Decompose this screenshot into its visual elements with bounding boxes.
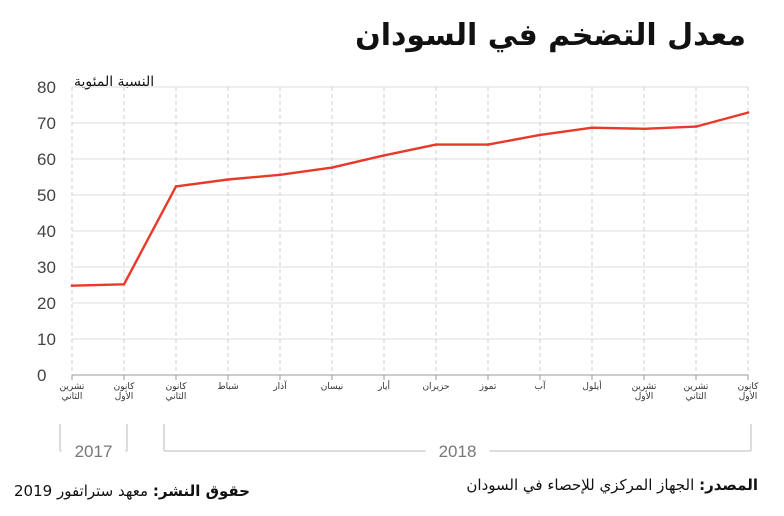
x-tick-label: نيسان (321, 382, 344, 392)
x-tick-label: آب (535, 380, 546, 392)
x-tick-label: كانون الأول (738, 382, 760, 402)
x-tick-label-line: الثاني (62, 392, 83, 402)
data-point (174, 185, 178, 188)
source-note: المصدر: الجهاز المركزي للإحصاء في السودا… (466, 476, 758, 494)
x-tick-label-line: أيار (377, 380, 390, 392)
data-point (434, 143, 438, 146)
x-tick-label-line: الأول (739, 390, 758, 402)
grid (71, 86, 749, 380)
data-point (642, 127, 646, 131)
data-point (70, 284, 74, 288)
data-point (590, 126, 594, 129)
copyright-note: حقوق النشر: معهد ستراتفور 2019 (14, 482, 250, 500)
x-tick-label: تشرين الثاني (684, 382, 709, 402)
y-tick-label: 30 (37, 258, 56, 277)
data-point (122, 282, 126, 286)
x-tick-label: كانون الأول (114, 382, 136, 402)
y-tick-labels: 0 10 20 30 40 50 60 70 80 (37, 78, 56, 385)
chart-title: معدل التضخم في السودان (355, 18, 746, 53)
x-tick-label-line: حزيران (422, 382, 449, 392)
x-tick-label-line: آذار (272, 380, 287, 392)
data-point (486, 143, 490, 146)
data-point (694, 125, 698, 128)
x-tick-label: حزيران (422, 382, 449, 392)
x-tick-label-line: الأول (115, 390, 134, 402)
x-tick-label-line: آب (535, 380, 546, 392)
year-groups: 2017 2018 (59, 424, 752, 461)
y-tick-label: 80 (37, 78, 56, 97)
copyright-label: حقوق النشر: (152, 482, 250, 500)
x-tick-label-line: نيسان (321, 382, 344, 392)
data-point (538, 133, 542, 137)
x-tick-label: تشرين الأول (632, 382, 657, 402)
inflation-series-line (71, 111, 749, 287)
x-tick-label: تشرين الثاني (60, 382, 85, 402)
x-tick-label-line: تشرين (60, 382, 85, 392)
y-tick-label: 40 (37, 222, 56, 241)
x-tick-label-line: تموز (479, 382, 497, 392)
x-tick-label: كانون الثاني (166, 382, 188, 402)
y-tick-label: 0 (37, 366, 46, 385)
x-tick-label-line: الأول (635, 390, 654, 402)
source-label: المصدر: (699, 476, 758, 494)
x-tick-label: أيلول (582, 380, 601, 392)
year-label: 2017 (75, 442, 113, 461)
x-tick-label-line: كانون (738, 382, 760, 392)
x-tick-label: أيار (377, 380, 390, 392)
data-point (382, 154, 386, 157)
data-point (226, 178, 230, 181)
x-tick-label-line: كانون (166, 382, 188, 392)
source-text: الجهاز المركزي للإحصاء في السودان (466, 476, 695, 494)
x-tick-label-line: الثاني (166, 392, 187, 402)
data-point (278, 173, 282, 177)
x-tick-label-line: تشرين (684, 382, 709, 392)
x-tick-label-line: أيلول (582, 380, 601, 392)
y-tick-label: 20 (37, 294, 56, 313)
x-tick-label: آذار (272, 380, 287, 392)
x-tick-label-line: الثاني (686, 392, 707, 402)
y-tick-label: 50 (37, 186, 56, 205)
data-point (746, 111, 750, 114)
x-tick-label: تموز (479, 382, 497, 392)
x-tick-label-line: شباط (217, 382, 238, 392)
data-point (330, 166, 334, 169)
y-tick-label: 10 (37, 330, 56, 349)
copyright-text: معهد ستراتفور 2019 (14, 482, 149, 500)
y-tick-label: 70 (37, 114, 56, 133)
x-tick-label-line: تشرين (632, 382, 657, 392)
year-label: 2018 (439, 442, 477, 461)
y-tick-label: 60 (37, 150, 56, 169)
y-axis-label: النسبة المئوية (74, 74, 155, 90)
series (70, 111, 750, 288)
x-tick-label: شباط (217, 382, 238, 392)
x-tick-label-line: كانون (114, 382, 136, 392)
